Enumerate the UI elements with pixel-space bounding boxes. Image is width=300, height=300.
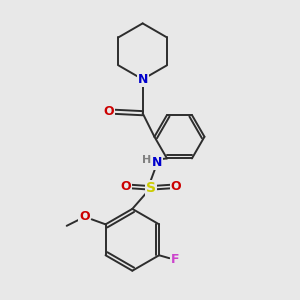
Text: O: O — [170, 180, 181, 193]
Text: O: O — [120, 180, 131, 193]
Text: O: O — [103, 105, 114, 118]
Text: F: F — [171, 253, 180, 266]
Text: N: N — [137, 73, 148, 86]
Text: N: N — [152, 156, 163, 169]
Text: S: S — [146, 181, 156, 195]
Text: H: H — [142, 155, 151, 165]
Text: O: O — [79, 211, 90, 224]
